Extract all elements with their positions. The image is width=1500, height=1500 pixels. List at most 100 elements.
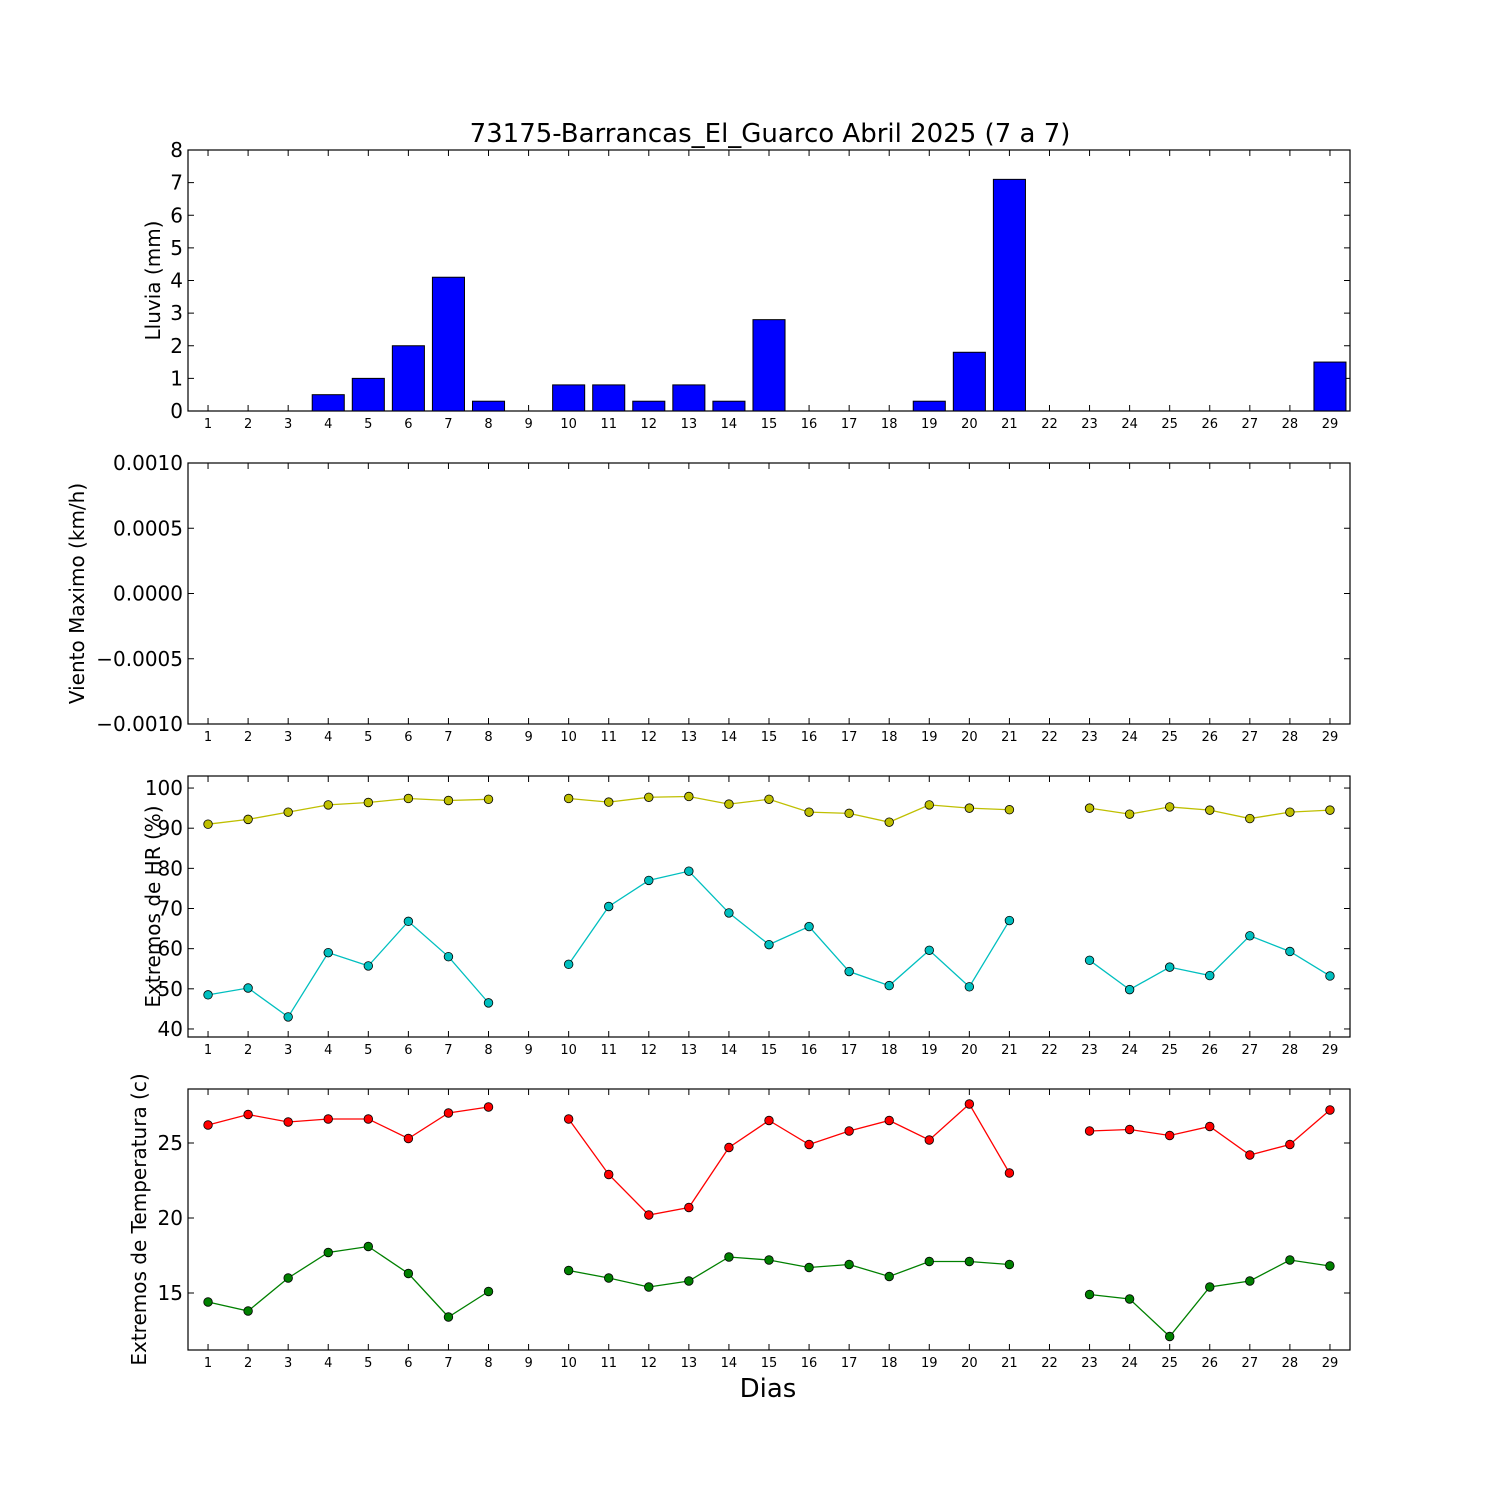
data-point	[884, 1115, 894, 1126]
series-line	[207, 1106, 489, 1140]
data-point	[283, 807, 293, 817]
series-line	[1089, 1109, 1331, 1156]
data-point	[964, 1099, 975, 1109]
x-tick-label: 15	[761, 1043, 778, 1058]
x-tick-label: 7	[444, 1356, 452, 1371]
data-point	[684, 1276, 694, 1286]
data-point	[844, 1259, 854, 1270]
data-point	[1245, 813, 1255, 824]
bar	[752, 319, 786, 412]
data-point	[243, 1306, 253, 1316]
y-axis-label: Lluvia (mm)	[141, 221, 165, 341]
data-point	[1325, 805, 1335, 815]
y-tick-label: 0.0005	[113, 516, 183, 540]
y-tick-label: 5	[170, 236, 183, 260]
x-tick-label: 29	[1322, 730, 1339, 745]
data-point	[724, 799, 734, 809]
x-tick-label: 20	[961, 417, 978, 432]
x-tick-label: 23	[1081, 730, 1098, 745]
x-tick-label: 1	[204, 1043, 212, 1058]
x-tick-label: 24	[1121, 417, 1138, 432]
x-tick-label: 3	[284, 730, 292, 745]
data-point	[363, 1241, 374, 1252]
data-point	[924, 1135, 934, 1145]
data-point	[563, 1265, 574, 1276]
x-tick-label: 12	[641, 1356, 658, 1371]
x-tick-label: 23	[1081, 1043, 1098, 1058]
x-tick-label: 21	[1001, 417, 1018, 432]
data-point	[1205, 805, 1215, 815]
data-point	[203, 1120, 213, 1130]
y-tick-label: 25	[158, 1131, 183, 1155]
bar	[552, 384, 586, 412]
data-point	[924, 945, 934, 955]
x-tick-label: 13	[681, 1356, 698, 1371]
x-tick-label: 3	[284, 1356, 292, 1371]
x-tick-label: 10	[560, 730, 577, 745]
bar	[391, 345, 425, 412]
x-tick-label: 5	[364, 1043, 372, 1058]
data-point	[764, 1255, 774, 1265]
data-point	[443, 1108, 454, 1118]
x-tick-label: 14	[721, 730, 738, 745]
x-tick-label: 12	[641, 1043, 658, 1058]
x-tick-label: 6	[404, 1043, 412, 1058]
x-tick-label: 28	[1282, 1356, 1299, 1371]
x-tick-label: 25	[1161, 730, 1178, 745]
x-tick-label: 21	[1001, 1356, 1018, 1371]
x-tick-label: 9	[524, 1043, 532, 1058]
data-point	[884, 1271, 894, 1282]
x-tick-label: 19	[921, 417, 938, 432]
data-point	[644, 792, 654, 802]
data-point	[1325, 971, 1335, 981]
series-line	[207, 920, 490, 1018]
data-point	[563, 959, 574, 970]
y-tick-label: 40	[158, 1017, 183, 1041]
y-tick-label: 2	[170, 334, 183, 358]
x-tick-label: 24	[1121, 1043, 1138, 1058]
y-tick-label: 20	[158, 1206, 183, 1230]
x-tick-label: 17	[841, 1356, 858, 1371]
data-point	[443, 795, 454, 806]
x-tick-label: 8	[484, 730, 492, 745]
data-point	[1325, 1261, 1335, 1271]
x-tick-label: 26	[1201, 417, 1218, 432]
x-tick-label: 4	[324, 730, 332, 745]
x-tick-label: 19	[921, 730, 938, 745]
data-point	[363, 961, 374, 971]
data-point	[243, 814, 253, 825]
x-tick-label: 8	[484, 1043, 492, 1058]
x-tick-label: 6	[404, 1356, 412, 1371]
data-point	[483, 794, 494, 804]
x-tick-label: 14	[721, 1043, 738, 1058]
x-tick-label: 5	[364, 417, 372, 432]
data-point	[604, 1273, 614, 1283]
data-point	[684, 866, 694, 876]
bar	[912, 400, 946, 412]
series-line	[568, 870, 1010, 988]
data-point	[1124, 984, 1135, 995]
x-tick-label: 19	[921, 1043, 938, 1058]
x-tick-label: 23	[1081, 417, 1098, 432]
x-tick-label: 22	[1041, 1356, 1058, 1371]
x-tick-label: 13	[681, 1043, 698, 1058]
data-point	[1084, 803, 1095, 813]
data-point	[1205, 1282, 1215, 1292]
x-tick-label: 10	[560, 1356, 577, 1371]
x-tick-label: 15	[761, 1356, 778, 1371]
data-point	[1245, 1276, 1255, 1286]
y-tick-label: 4	[170, 269, 183, 293]
bar	[311, 394, 345, 412]
x-tick-label: 27	[1242, 730, 1259, 745]
x-tick-label: 19	[921, 1356, 938, 1371]
y-tick-label: 8	[170, 138, 183, 162]
x-tick-label: 4	[324, 417, 332, 432]
data-point	[483, 1102, 494, 1112]
data-point	[203, 990, 213, 1000]
x-tick-label: 20	[961, 1043, 978, 1058]
x-tick-label: 2	[244, 1043, 252, 1058]
x-tick-label: 9	[524, 1356, 532, 1371]
